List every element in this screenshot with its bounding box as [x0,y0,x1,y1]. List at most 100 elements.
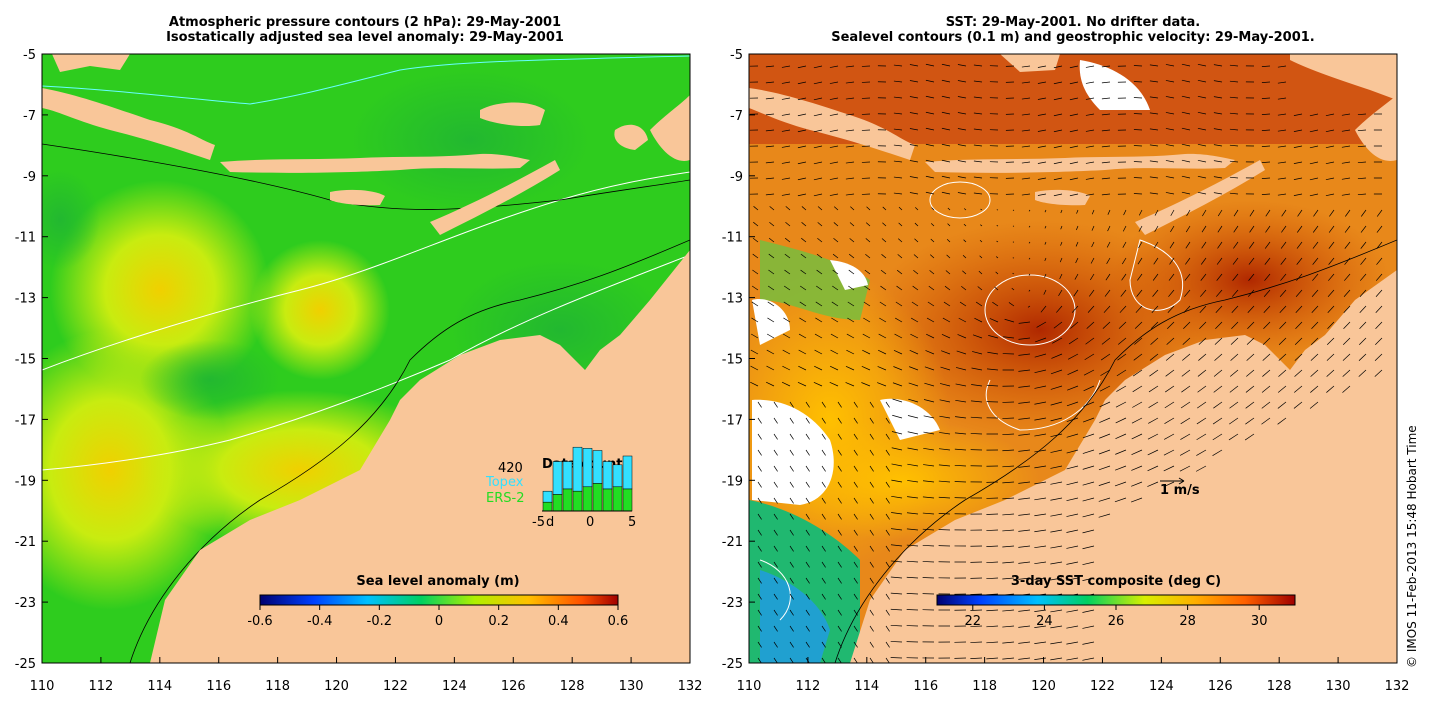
velocity-arrow [1277,65,1287,68]
velocity-arrow [1148,417,1159,424]
velocity-arrow [773,401,778,408]
velocity-arrow [946,239,951,243]
velocity-arrow [1358,353,1367,361]
velocity-arrow [773,577,778,584]
lon-tick-label: 122 [1090,679,1115,694]
velocity-arrow [1002,641,1015,644]
data-count-xtick: -5 [532,515,545,530]
velocity-arrow [1248,257,1255,265]
velocity-arrow [1034,401,1047,405]
velocity-arrow [1040,305,1047,313]
velocity-arrow [1018,321,1031,324]
velocity-arrow [970,657,983,659]
velocity-arrow [1037,177,1047,180]
velocity-arrow [1215,289,1223,297]
velocity-arrow [1244,433,1255,441]
velocity-arrow [906,560,919,563]
left-title-line1: Atmospheric pressure contours (2 hPa): 2… [168,15,562,30]
velocity-arrow [1309,193,1319,197]
velocity-arrow [773,641,778,648]
velocity-arrow [789,577,794,584]
velocity-arrow [1261,177,1271,179]
velocity-arrow [814,349,823,355]
lat-tick-label: -19 [15,474,36,489]
australia-land-right [850,270,1397,663]
velocity-arrow [757,497,762,504]
velocity-arrow [1138,225,1143,232]
velocity-arrow [1261,97,1271,99]
velocity-arrow [773,481,778,488]
velocity-arrow [893,176,903,179]
velocity-arrow [837,593,842,600]
velocity-arrow [1149,80,1159,83]
velocity-arrow [1279,321,1287,329]
velocity-arrow [1183,321,1191,329]
velocity-arrow [1165,176,1175,179]
velocity-arrow [1277,145,1287,148]
velocity-arrow [1185,257,1191,265]
velocity-arrow [1066,433,1079,438]
velocity-arrow [1053,97,1063,101]
sealevel-contour [984,274,1076,346]
velocity-arrow [1085,177,1095,180]
velocity-arrow [882,206,887,211]
sla-colorbar-label: Sea level anomaly (m) [356,574,519,589]
velocity-arrow [805,433,810,440]
velocity-arrow [1066,545,1079,549]
velocity-arrow [1066,401,1079,407]
velocity-arrow [1231,305,1239,313]
velocity-arrow [1360,257,1367,265]
velocity-arrow [1164,417,1175,424]
velocity-arrow [1073,289,1079,297]
velocity-arrow [906,609,919,611]
velocity-arrow [789,625,794,632]
velocity-arrow [837,497,842,504]
velocity-arrow [1116,369,1127,377]
java-bali-land-right [749,88,915,160]
sealevel-contour [1129,239,1184,311]
velocity-arrow [909,192,919,195]
velocity-arrow [986,513,999,515]
velocity-arrow [1050,481,1063,485]
colorbar-tick-label: 28 [1179,614,1196,629]
velocity-arrow [890,544,903,547]
velocity-arrow [1329,209,1335,217]
velocity-arrow [1213,64,1223,67]
velocity-arrow [1034,481,1047,485]
velocity-arrow [1215,305,1223,313]
velocity-arrow [885,561,890,568]
lat-tick-label: -7 [23,109,36,124]
lesser-sunda-land-right [925,153,1235,173]
cloud-gap [830,260,868,290]
velocity-arrow [893,160,903,163]
velocity-arrow [816,253,823,259]
velocity-arrow [1164,433,1175,440]
velocity-arrow [891,528,903,531]
velocity-arrow [1018,625,1031,628]
velocity-arrow [845,145,855,148]
velocity-arrow [1101,145,1111,148]
velocity-arrow [1037,161,1047,164]
velocity-arrow [959,301,967,307]
velocity-arrow [1359,321,1367,329]
velocity-arrow [1375,305,1383,313]
velocity-arrow [751,317,759,323]
sla-colorbar: Sea level anomaly (m) -0.6 -0.4 -0.2 0 0.2 0.… [247,574,628,629]
sla-low-blob-north [350,70,590,210]
velocity-arrow [1277,161,1287,164]
lesser-sunda-land [220,153,530,173]
left-axis-ticks: 110 112 114 116 118 120 122 124 126 128 130 132 -5 -7… [15,48,703,694]
velocity-arrow [1044,241,1047,245]
velocity-arrow [995,271,999,275]
velocity-scale: 1 m/s [1160,477,1200,498]
velocity-arrow [813,81,823,85]
velocity-arrow [752,269,759,275]
velocity-arrow [1002,497,1015,500]
sulawesi-land [52,54,130,72]
velocity-arrow [1084,353,1095,361]
velocity-arrow [1198,353,1207,361]
velocity-arrow [853,513,858,520]
velocity-arrow [1164,385,1175,393]
velocity-arrow [925,127,935,131]
velocity-arrow [837,401,842,408]
